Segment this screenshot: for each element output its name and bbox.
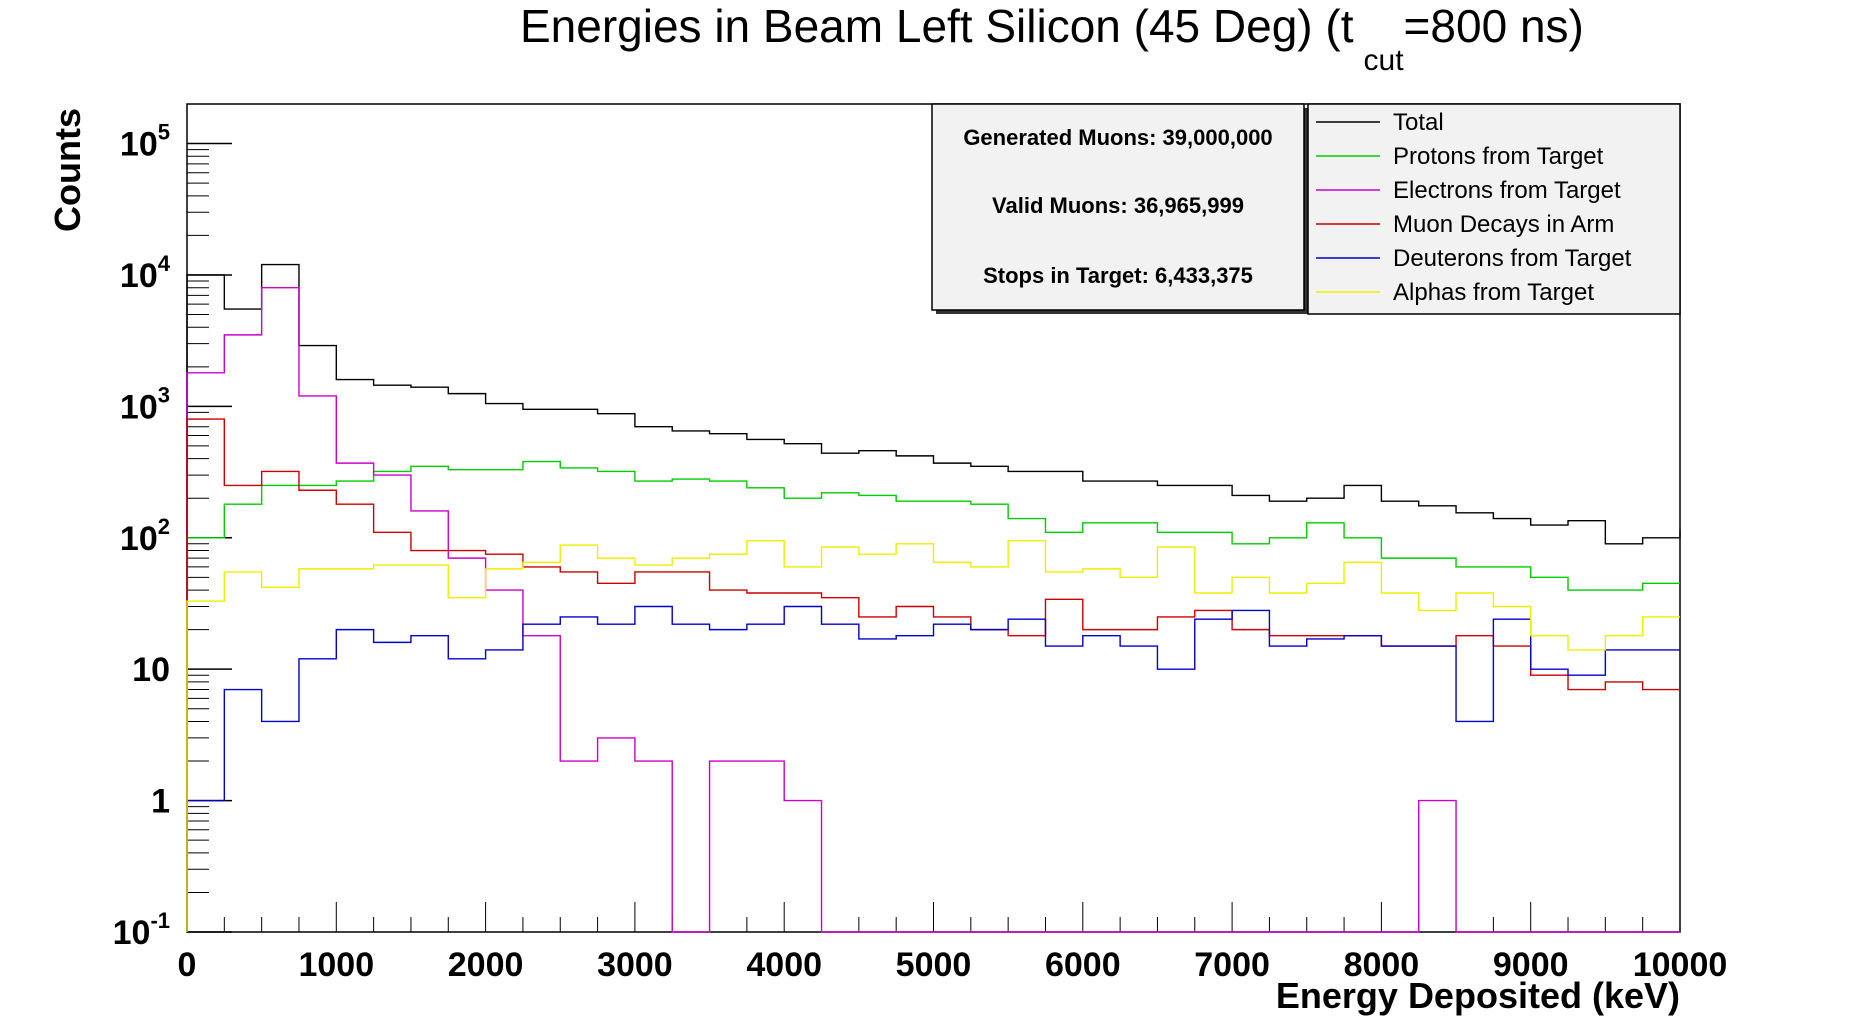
- series-protons-from-target: [186, 460, 1680, 932]
- stats-stops-in-target: Stops in Target: 6,433,375: [983, 263, 1253, 288]
- x-tick-label: 2000: [448, 946, 524, 984]
- legend-label-total: Total: [1393, 109, 1444, 136]
- x-tick-label: 6000: [1045, 946, 1121, 984]
- title-subscript: cut: [1364, 44, 1405, 77]
- series-electrons-from-target: [186, 286, 1680, 933]
- x-tick-label: 4000: [746, 946, 822, 984]
- x-tick-label: 1000: [298, 946, 374, 984]
- x-tick-label: 7000: [1194, 946, 1270, 984]
- legend: Total Protons from Target Electrons from T…: [1307, 103, 1681, 315]
- series-alphas-from-target: [186, 540, 1680, 932]
- series-deuterons-from-target: [186, 605, 1680, 932]
- x-axis: 0 1000 2000 3000 4000 5000 6000 7000 8000 9000 100…: [178, 902, 1728, 984]
- series-layer: [186, 263, 1681, 933]
- y-tick-label: 10: [132, 651, 170, 689]
- x-tick-label: 8000: [1344, 946, 1420, 984]
- legend-label-alphas-from-target: Alphas from Target: [1393, 279, 1594, 306]
- legend-label-protons-from-target: Protons from Target: [1393, 143, 1604, 170]
- chart-title: Energies in Beam Left Silicon (45 Deg) (…: [520, 0, 1584, 77]
- y-tick-label: 104: [120, 251, 171, 295]
- legend-label-electrons-from-target: Electrons from Target: [1393, 177, 1621, 204]
- y-tick-label: 102: [120, 514, 170, 558]
- y-axis-title: Counts: [47, 108, 88, 232]
- x-axis-title: Energy Deposited (keV): [1276, 975, 1680, 1016]
- title-suffix: =800 ns): [1404, 0, 1584, 52]
- y-axis: 10-1 1 10 102 103 104 105: [113, 120, 232, 952]
- x-tick-label: 3000: [597, 946, 673, 984]
- stats-generated-muons: Generated Muons: 39,000,000: [963, 125, 1272, 150]
- y-tick-label: 10-1: [113, 908, 170, 952]
- x-tick-label: 5000: [896, 946, 972, 984]
- legend-label-muon-decays-in-arm: Muon Decays in Arm: [1393, 211, 1614, 238]
- series-total: [186, 263, 1681, 932]
- x-tick-label: 10000: [1633, 946, 1728, 984]
- y-tick-label: 105: [120, 120, 170, 164]
- y-tick-label: 103: [120, 382, 170, 426]
- x-tick-label: 0: [178, 946, 197, 984]
- stats-valid-muons: Valid Muons: 36,965,999: [992, 193, 1244, 218]
- x-tick-label: 9000: [1493, 946, 1569, 984]
- legend-label-deuterons-from-target: Deuterons from Target: [1393, 245, 1632, 272]
- stats-box: Generated Muons: 39,000,000 Valid Muons:…: [931, 103, 1308, 314]
- y-tick-label: 1: [151, 783, 170, 821]
